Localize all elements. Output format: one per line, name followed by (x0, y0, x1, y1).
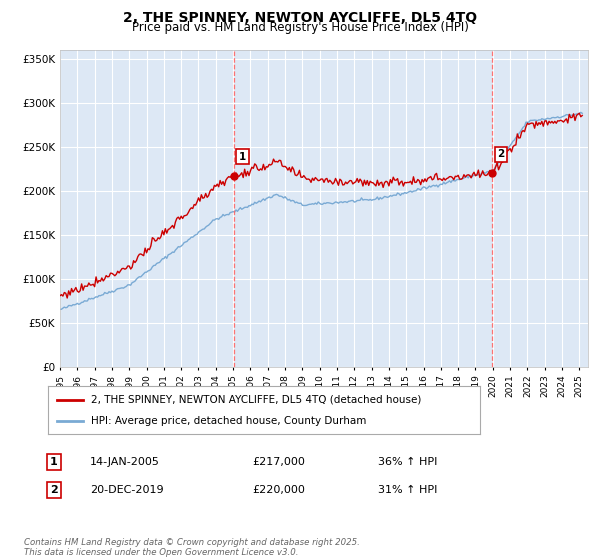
Text: 2: 2 (50, 485, 58, 495)
Text: 2: 2 (497, 149, 505, 159)
Text: 1: 1 (239, 152, 246, 162)
Text: Contains HM Land Registry data © Crown copyright and database right 2025.
This d: Contains HM Land Registry data © Crown c… (24, 538, 360, 557)
Text: 1: 1 (50, 457, 58, 467)
Text: 36% ↑ HPI: 36% ↑ HPI (378, 457, 437, 467)
Text: 14-JAN-2005: 14-JAN-2005 (90, 457, 160, 467)
Text: HPI: Average price, detached house, County Durham: HPI: Average price, detached house, Coun… (91, 416, 367, 426)
Text: 31% ↑ HPI: 31% ↑ HPI (378, 485, 437, 495)
Text: Price paid vs. HM Land Registry's House Price Index (HPI): Price paid vs. HM Land Registry's House … (131, 21, 469, 34)
Text: 2, THE SPINNEY, NEWTON AYCLIFFE, DL5 4TQ: 2, THE SPINNEY, NEWTON AYCLIFFE, DL5 4TQ (123, 11, 477, 25)
Text: 2, THE SPINNEY, NEWTON AYCLIFFE, DL5 4TQ (detached house): 2, THE SPINNEY, NEWTON AYCLIFFE, DL5 4TQ… (91, 395, 422, 405)
Text: 20-DEC-2019: 20-DEC-2019 (90, 485, 164, 495)
Text: £220,000: £220,000 (252, 485, 305, 495)
Text: £217,000: £217,000 (252, 457, 305, 467)
